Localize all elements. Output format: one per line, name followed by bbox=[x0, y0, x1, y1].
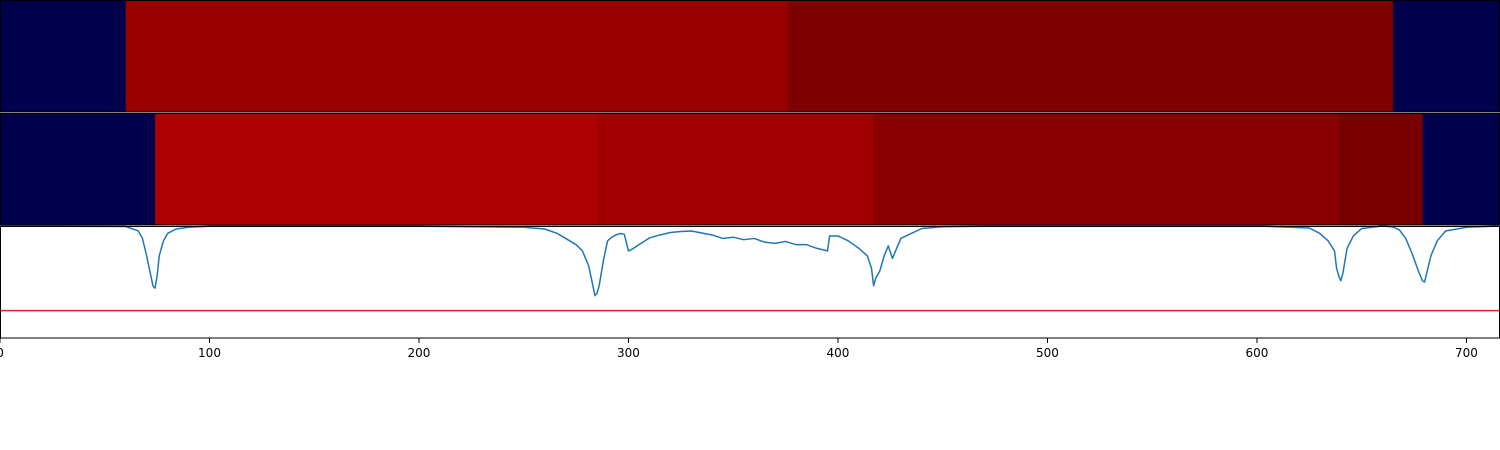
heatmap-row-2-cell-1 bbox=[0, 113, 156, 225]
heatmap-row-1-cell-1 bbox=[0, 0, 127, 112]
x-tick-label-700: 700 bbox=[1455, 346, 1478, 360]
heatmap-row-2-cell-3 bbox=[597, 113, 875, 225]
x-tick-label-300: 300 bbox=[617, 346, 640, 360]
line-plot-background bbox=[0, 226, 1500, 338]
x-tick-label-500: 500 bbox=[1036, 346, 1059, 360]
x-tick-label-200: 200 bbox=[408, 346, 431, 360]
x-tick-label-400: 400 bbox=[827, 346, 850, 360]
heatmap-row-1 bbox=[0, 0, 1500, 112]
heatmap-row-1-cell-3 bbox=[787, 0, 1394, 112]
x-tick-label-100: 100 bbox=[198, 346, 221, 360]
heatmap-row-2-cell-6 bbox=[1422, 113, 1500, 225]
heatmap-row-2-cell-2 bbox=[155, 113, 598, 225]
heatmap-row-1-cell-2 bbox=[125, 0, 789, 112]
heatmap-row-1-cell-4 bbox=[1393, 0, 1500, 112]
heatmap-row-2-cell-5 bbox=[1338, 113, 1424, 225]
heatmap-row-2-cell-4 bbox=[873, 113, 1340, 225]
x-tick-label-600: 600 bbox=[1246, 346, 1269, 360]
heatmap-row-2 bbox=[0, 113, 1500, 225]
x-axis: 0 100 200 300 400 500 600 700 bbox=[0, 338, 1478, 360]
line-plot-panel: 0 100 200 300 400 500 600 700 bbox=[0, 0, 1500, 360]
x-tick-label-0: 0 bbox=[0, 346, 4, 360]
